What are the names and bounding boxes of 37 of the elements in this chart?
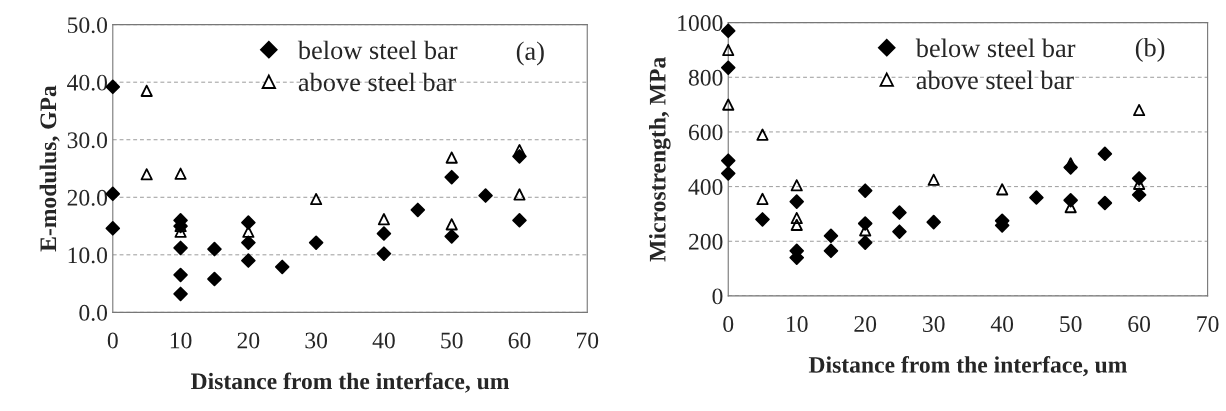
x-tick-label: 30 <box>305 332 328 349</box>
y-tick-label: 50.0 <box>67 17 108 34</box>
y-tick-label: 30.0 <box>67 132 108 149</box>
legend-label: above steel bar <box>916 70 1074 90</box>
y-axis-title: E-modulus, GPa <box>39 85 60 252</box>
legend-label: below steel bar <box>915 38 1076 58</box>
x-tick-label: 20 <box>237 332 260 349</box>
x-tick-label: 50 <box>441 332 463 349</box>
y-tick-label: 20.0 <box>67 189 108 206</box>
x-tick-label: 40 <box>990 316 1014 332</box>
annotation: (b) <box>1135 37 1165 62</box>
x-axis-title: Distance from the interface, um <box>190 372 510 393</box>
x-tick-label: 70 <box>577 332 599 349</box>
annotation: (a) <box>516 41 544 66</box>
y-tick-label: 40.0 <box>67 74 108 91</box>
x-tick-label: 10 <box>787 316 808 332</box>
y-tick-label: 800 <box>688 69 723 86</box>
y-tick-label: 0 <box>712 288 723 305</box>
legend-label: above steel bar <box>298 72 456 92</box>
x-axis-title: Distance from the interface, um <box>808 355 1127 377</box>
legend-label: below steel bar <box>297 40 458 60</box>
y-tick-label: 200 <box>689 233 723 250</box>
x-tick-label: 10 <box>170 332 192 349</box>
y-tick-label: 10.0 <box>68 247 108 264</box>
y-tick-label: 600 <box>688 124 723 141</box>
y-tick-label: 0.0 <box>79 304 108 321</box>
x-tick-label: 70 <box>1197 316 1219 332</box>
x-tick-label: 0 <box>723 316 734 332</box>
y-axis-title: Microstrength, MPa <box>649 57 671 262</box>
x-tick-label: 20 <box>854 316 877 332</box>
x-tick-label: 60 <box>1128 316 1151 332</box>
x-tick-label: 60 <box>508 332 531 349</box>
x-tick-label: 30 <box>923 316 945 332</box>
y-tick-label: 1000 <box>678 15 723 32</box>
x-tick-label: 40 <box>372 332 395 349</box>
x-tick-label: 50 <box>1060 316 1082 332</box>
y-tick-label: 400 <box>688 179 723 196</box>
